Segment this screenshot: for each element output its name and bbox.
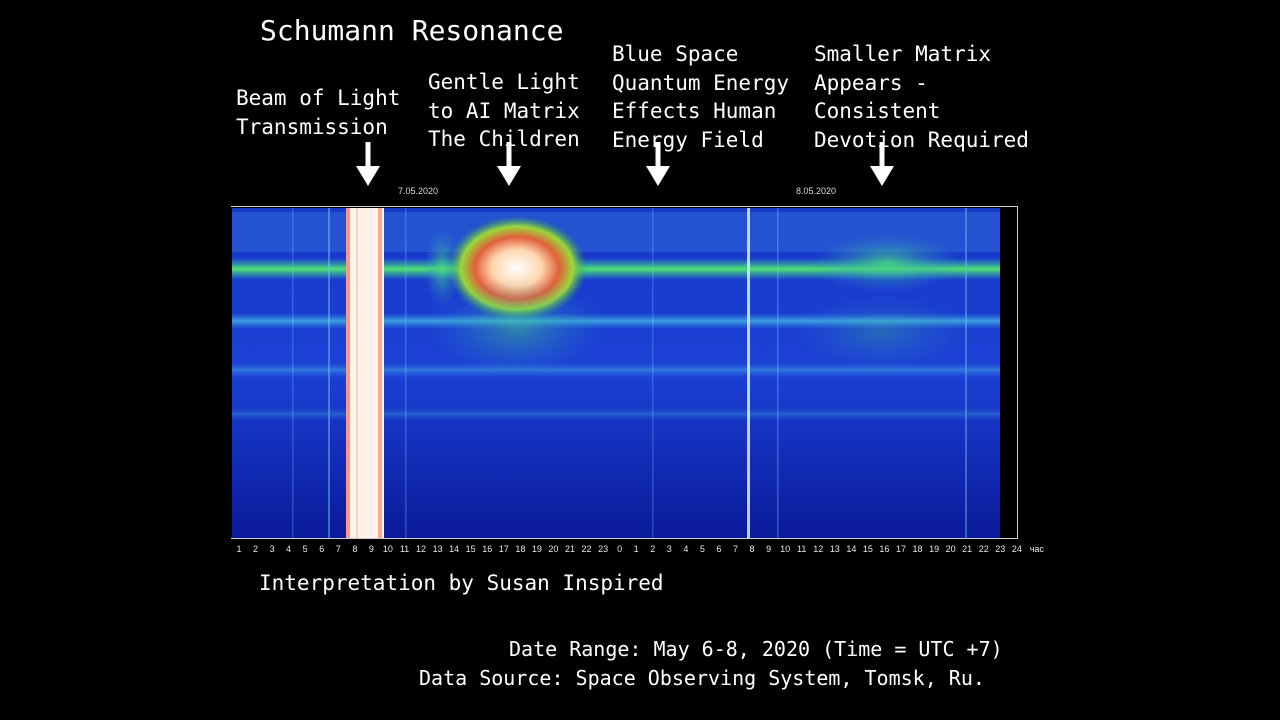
x-tick-label: 1 xyxy=(236,544,242,554)
x-tick-label: 9 xyxy=(368,544,374,554)
x-tick-label: 2 xyxy=(650,544,656,554)
x-tick-label: 18 xyxy=(912,544,923,554)
down-arrow-icon xyxy=(356,142,380,186)
x-tick-label: 17 xyxy=(895,544,907,554)
x-tick-label: 18 xyxy=(515,544,526,554)
x-tick-label: 23 xyxy=(995,544,1006,554)
date-marker-1: 7.05.2020 xyxy=(398,186,439,196)
x-tick-label: 21 xyxy=(962,544,973,554)
x-tick-label: 14 xyxy=(846,544,857,554)
x-tick-label: 19 xyxy=(531,544,542,554)
x-tick-label: 7 xyxy=(732,544,739,554)
x-tick-label: 5 xyxy=(302,544,308,554)
plot-border xyxy=(231,206,1018,539)
x-tick-label: час xyxy=(1029,544,1044,554)
down-arrow-icon xyxy=(646,142,670,186)
x-tick-label: 11 xyxy=(399,544,410,554)
x-tick-label: 7 xyxy=(335,544,341,554)
x-tick-label: 22 xyxy=(978,544,989,554)
x-tick-label: 3 xyxy=(269,544,275,554)
down-arrow-icon xyxy=(497,142,521,186)
annotation-smaller-matrix: Smaller Matrix Appears - Consistent Devo… xyxy=(814,42,1029,152)
x-tick-label: 17 xyxy=(498,544,509,554)
x-tick-label: 1 xyxy=(633,544,639,554)
x-tick-label: 12 xyxy=(416,544,427,554)
annotation-beam-of-light: Beam of Light Transmission xyxy=(236,86,401,139)
x-tick-label: 10 xyxy=(382,544,393,554)
annotation-blue-space: Blue Space Quantum Energy Effects Human … xyxy=(612,42,790,152)
x-tick-label: 9 xyxy=(766,544,772,554)
annotation-gentle-light: Gentle Light to AI Matrix The Children xyxy=(428,70,580,151)
x-tick-label: 4 xyxy=(683,544,689,554)
x-tick-label: 11 xyxy=(797,544,807,554)
x-tick-label: 8 xyxy=(749,544,755,554)
x-tick-label: 22 xyxy=(581,544,592,554)
x-tick-label: 12 xyxy=(813,544,824,554)
x-tick-label: 21 xyxy=(564,544,576,554)
x-tick-label: 0 xyxy=(617,544,623,554)
date-range-text: Date Range: May 6-8, 2020 (Time = UTC +7… xyxy=(509,637,1003,661)
interpretation-credit: Interpretation by Susan Inspired xyxy=(259,571,664,595)
x-tick-label: 23 xyxy=(598,544,609,554)
x-tick-label: 8 xyxy=(352,544,358,554)
x-tick-label: 20 xyxy=(548,544,559,554)
date-marker-2: 8.05.2020 xyxy=(796,186,837,196)
x-tick-label: 4 xyxy=(286,544,292,554)
x-tick-label: 15 xyxy=(465,544,476,554)
x-tick-label: 19 xyxy=(929,544,940,554)
x-tick-label: 6 xyxy=(319,544,325,554)
x-tick-label: 14 xyxy=(449,544,460,554)
x-tick-label: 2 xyxy=(253,544,259,554)
x-tick-label: 3 xyxy=(666,544,672,554)
x-tick-label: 20 xyxy=(945,544,956,554)
x-tick-label: 16 xyxy=(879,544,890,554)
x-tick-label: 16 xyxy=(482,544,493,554)
x-tick-label: 13 xyxy=(432,544,443,554)
x-tick-label: 10 xyxy=(780,544,791,554)
data-source-text: Data Source: Space Observing System, Tom… xyxy=(419,666,985,690)
x-tick-label: 15 xyxy=(862,544,873,554)
down-arrow-icon xyxy=(870,142,894,186)
x-tick-label: 13 xyxy=(829,544,840,554)
x-tick-label: 6 xyxy=(716,544,722,554)
chart-title: Schumann Resonance xyxy=(260,14,564,47)
spectrogram xyxy=(232,208,1002,538)
x-tick-label: 24 xyxy=(1011,544,1022,554)
x-tick-label: 5 xyxy=(699,544,705,554)
